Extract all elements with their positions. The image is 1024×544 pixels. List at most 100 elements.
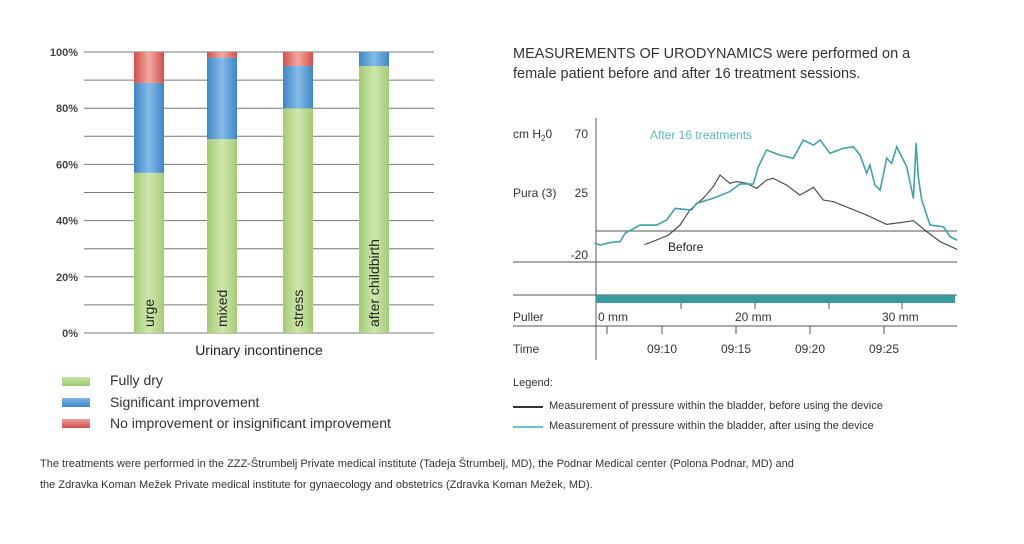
- point-before: [912, 220, 914, 222]
- point-after: [921, 199, 923, 201]
- point-after: [869, 164, 871, 166]
- point-after: [757, 166, 760, 168]
- point-after: [956, 239, 958, 241]
- bar-segment-mixed-0: [207, 139, 237, 333]
- unit-end: 0: [545, 127, 552, 141]
- point-after: [899, 152, 901, 154]
- footer-line-1: The treatments were performed in the ZZZ…: [40, 458, 794, 470]
- point-after: [829, 152, 831, 154]
- point-after: [912, 197, 914, 199]
- point-after: [866, 172, 868, 174]
- legend-title: Legend:: [513, 377, 553, 389]
- point-before: [785, 184, 788, 186]
- point-after: [886, 157, 888, 159]
- bar-segment-after-childbirth-0: [359, 66, 389, 334]
- point-before: [702, 197, 704, 199]
- legend-label-no-improvement: No improvement or insignificant improvem…: [110, 415, 391, 431]
- point-after: [819, 139, 821, 141]
- legend-label-before: Measurement of pressure within the bladd…: [549, 400, 883, 412]
- point-before: [899, 222, 901, 224]
- point-after: [752, 183, 754, 185]
- annotation-after: After 16 treatments: [650, 128, 752, 142]
- point-before: [822, 199, 824, 201]
- point-after: [842, 147, 844, 149]
- point-after: [729, 191, 731, 193]
- point-after: [812, 144, 815, 146]
- point-before: [644, 243, 646, 245]
- point-after: [765, 149, 768, 151]
- point-before: [939, 241, 941, 243]
- puller-bar: [596, 295, 955, 303]
- bar-segment-stress-0: [283, 108, 313, 333]
- point-after: [859, 154, 861, 156]
- point-before: [886, 223, 888, 225]
- point-before: [799, 194, 801, 196]
- line-chart-title-line1: MEASUREMENTS OF URODYNAMICS were perform…: [513, 46, 910, 62]
- bar-segment-stress-2: [283, 52, 313, 67]
- legend-swatch-significant-improvement: [62, 398, 90, 407]
- point-before: [866, 214, 868, 216]
- category-label: mixed: [214, 290, 230, 327]
- point-before: [712, 186, 714, 188]
- point-before: [849, 207, 851, 209]
- puller-tick-label: 20 mm: [735, 310, 772, 324]
- point-after: [917, 176, 919, 178]
- bar-segment-mixed-1: [207, 57, 237, 140]
- time-label: Time: [513, 342, 540, 356]
- point-after: [609, 242, 611, 244]
- point-before: [832, 201, 835, 203]
- category-label: after childbirth: [366, 239, 382, 327]
- point-after: [915, 142, 917, 144]
- bar-segment-mixed-2: [207, 52, 237, 58]
- point-after: [949, 236, 951, 238]
- y-tick-label: 20%: [56, 272, 78, 284]
- footer-line-2: the Zdravka Koman Mežek Private medical …: [40, 479, 593, 491]
- point-after: [792, 157, 794, 159]
- legend-label-after: Measurement of pressure within the bladd…: [549, 420, 874, 432]
- unit-sub: 2: [541, 134, 546, 143]
- point-after: [906, 166, 908, 168]
- point-before: [667, 234, 670, 236]
- legend-line-before: [513, 406, 543, 408]
- y-tick-label: 80%: [56, 103, 78, 115]
- point-before: [812, 186, 815, 188]
- bar-segment-urge-0: [134, 172, 164, 333]
- legend-label-fully-dry: Fully dry: [110, 372, 163, 388]
- x-tick-label: 09:15: [721, 342, 751, 356]
- title-rest: were performed on a: [772, 46, 911, 62]
- point-after: [666, 219, 668, 221]
- point-after: [624, 232, 626, 234]
- bar-segment-urge-1: [134, 82, 164, 173]
- y-tick-label: 100%: [50, 47, 78, 59]
- legend-swatch-fully-dry: [62, 377, 90, 386]
- point-before: [679, 224, 681, 226]
- point-before: [736, 181, 738, 183]
- category-label: stress: [290, 290, 306, 327]
- point-after: [874, 184, 876, 186]
- point-after: [929, 224, 931, 226]
- y-tick-label: 40%: [56, 216, 78, 228]
- point-after: [712, 197, 714, 199]
- point-before: [719, 174, 721, 176]
- point-before: [765, 179, 768, 181]
- puller-tick-label: 30 mm: [882, 310, 919, 324]
- point-after: [896, 146, 898, 148]
- y-tick-label: -20: [571, 248, 589, 262]
- point-before: [729, 182, 731, 184]
- point-after: [852, 146, 855, 148]
- legend-line-after: [513, 426, 543, 428]
- point-after: [942, 226, 945, 228]
- legend-label-significant-improvement: Significant improvement: [110, 394, 260, 410]
- point-after: [891, 162, 893, 164]
- y-unit-label: cm H20: [513, 127, 552, 143]
- bar-segment-urge-2: [134, 52, 164, 83]
- channel-label: Pura (3): [513, 186, 556, 200]
- point-after: [639, 224, 641, 226]
- legend-swatch-no-improvement: [62, 419, 90, 428]
- point-after: [879, 189, 881, 191]
- y-tick-label: 25: [575, 186, 589, 200]
- category-label: urge: [141, 299, 157, 327]
- point-before: [926, 231, 928, 233]
- puller-label: Puller: [513, 310, 544, 324]
